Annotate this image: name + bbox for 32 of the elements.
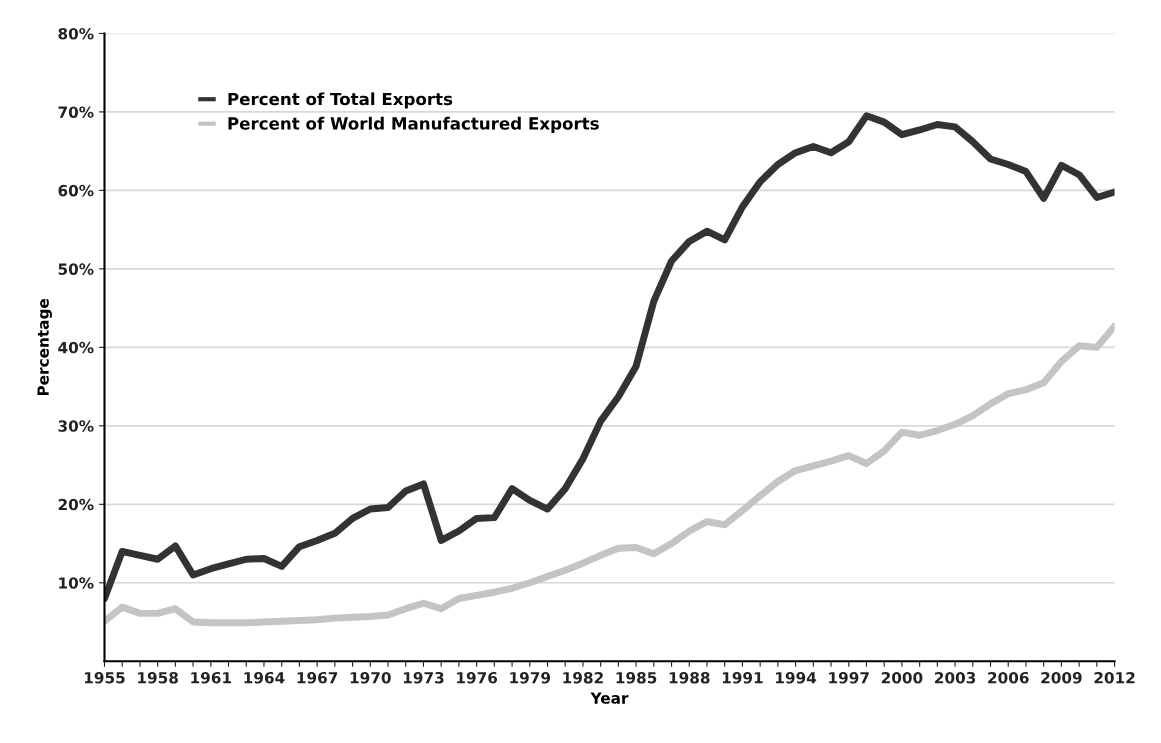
x-tick-label: 2009 (1041, 671, 1082, 684)
x-tick-label: 1979 (510, 671, 551, 684)
legend-label: Percent of Total Exports (228, 92, 453, 109)
x-tick-label: 1964 (244, 671, 285, 684)
x-tick-label: 2012 (1094, 671, 1135, 684)
x-tick-label: 1982 (563, 671, 603, 684)
y-tick-label: 80% (58, 27, 94, 40)
y-axis-title: Percentage (37, 298, 52, 396)
x-tick-label: 2006 (988, 671, 1029, 684)
x-tick-label: 1991 (722, 671, 763, 684)
y-tick-label: 70% (58, 106, 94, 118)
y-tick-label: 60% (58, 184, 94, 197)
x-tick-label: 1955 (84, 671, 125, 684)
y-tick-label: 50% (58, 263, 94, 275)
x-tick-label: 1976 (457, 671, 498, 684)
x-axis-title: Year (590, 692, 629, 704)
y-tick-label: 20% (58, 498, 94, 511)
x-tick-label: 1997 (829, 671, 869, 684)
x-tick-label: 1970 (350, 671, 391, 684)
x-tick-label: 1988 (669, 671, 710, 684)
x-tick-label: 1985 (616, 671, 657, 684)
y-tick-label: 30% (58, 420, 94, 432)
x-tick-label: 1958 (138, 671, 178, 684)
x-tick-label: 1967 (297, 671, 338, 684)
y-tick-label: 10% (59, 577, 94, 589)
y-tick-label: 40% (58, 341, 94, 354)
x-tick-label: 1994 (776, 671, 817, 684)
x-tick-label: 2003 (935, 671, 976, 684)
x-tick-label: 1973 (403, 671, 444, 684)
x-tick-label: 2000 (881, 671, 923, 684)
x-tick-label: 1961 (191, 671, 232, 684)
legend-label: Percent of World Manufactured Exports (228, 116, 599, 133)
